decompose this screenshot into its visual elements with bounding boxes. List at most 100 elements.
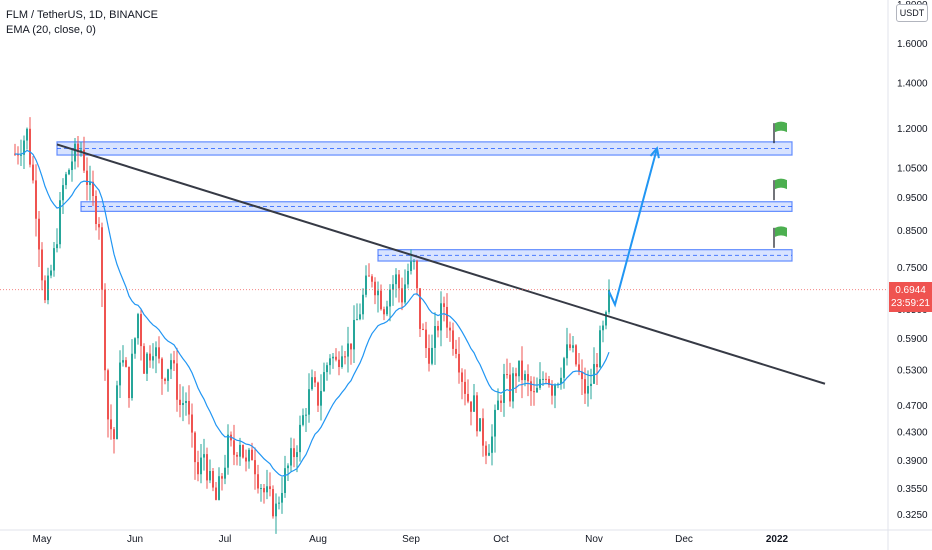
candle[interactable] bbox=[443, 296, 445, 322]
candle[interactable] bbox=[269, 472, 271, 497]
candle[interactable] bbox=[368, 263, 370, 277]
candle[interactable] bbox=[149, 345, 151, 368]
candle[interactable] bbox=[410, 249, 412, 275]
candle[interactable] bbox=[20, 139, 22, 167]
candle[interactable] bbox=[119, 350, 121, 399]
candle[interactable] bbox=[473, 383, 475, 412]
candle[interactable] bbox=[257, 464, 259, 494]
symbol-title[interactable]: FLM / TetherUS, 1D, BINANCE bbox=[6, 9, 159, 21]
candle[interactable] bbox=[131, 339, 133, 401]
candle[interactable] bbox=[170, 353, 172, 380]
candle[interactable] bbox=[491, 424, 493, 466]
candle[interactable] bbox=[437, 320, 439, 338]
candle[interactable] bbox=[98, 217, 100, 240]
candle[interactable] bbox=[17, 146, 19, 165]
candle[interactable] bbox=[35, 164, 37, 237]
candle[interactable] bbox=[158, 336, 160, 364]
candle[interactable] bbox=[41, 242, 43, 291]
candle[interactable] bbox=[194, 431, 196, 480]
candle[interactable] bbox=[224, 454, 226, 485]
candle[interactable] bbox=[515, 367, 517, 394]
candle[interactable] bbox=[482, 408, 484, 457]
candle[interactable] bbox=[338, 351, 340, 376]
currency-badge[interactable]: USDT bbox=[896, 4, 928, 22]
candle[interactable] bbox=[428, 334, 430, 372]
candle[interactable] bbox=[128, 366, 130, 408]
candle[interactable] bbox=[332, 352, 334, 369]
candle[interactable] bbox=[335, 348, 337, 362]
candle[interactable] bbox=[518, 360, 520, 382]
candle[interactable] bbox=[530, 376, 532, 406]
candle[interactable] bbox=[92, 170, 94, 207]
candle[interactable] bbox=[374, 277, 376, 305]
candle[interactable] bbox=[464, 369, 466, 406]
candle[interactable] bbox=[347, 326, 349, 373]
candle[interactable] bbox=[227, 424, 229, 475]
flag-icon[interactable] bbox=[773, 178, 787, 201]
candle[interactable] bbox=[74, 137, 76, 170]
indicator-title[interactable]: EMA (20, close, 0) bbox=[6, 24, 96, 36]
candle[interactable] bbox=[254, 447, 256, 490]
candle[interactable] bbox=[548, 376, 550, 388]
candle[interactable] bbox=[458, 337, 460, 384]
candle[interactable] bbox=[206, 447, 208, 489]
candle[interactable] bbox=[260, 483, 262, 502]
candle[interactable] bbox=[602, 320, 604, 343]
candle[interactable] bbox=[407, 263, 409, 289]
candle[interactable] bbox=[167, 368, 169, 392]
candle[interactable] bbox=[341, 345, 343, 369]
candle[interactable] bbox=[161, 357, 163, 395]
candle[interactable] bbox=[572, 335, 574, 353]
candle[interactable] bbox=[56, 228, 58, 253]
candle[interactable] bbox=[350, 343, 352, 365]
candle[interactable] bbox=[326, 362, 328, 381]
candle[interactable] bbox=[89, 165, 91, 201]
candle[interactable] bbox=[107, 368, 109, 438]
candle[interactable] bbox=[440, 291, 442, 347]
candle[interactable] bbox=[200, 444, 202, 484]
candle[interactable] bbox=[314, 371, 316, 388]
candle[interactable] bbox=[218, 467, 220, 501]
candle[interactable] bbox=[185, 392, 187, 416]
candle[interactable] bbox=[197, 450, 199, 482]
candle[interactable] bbox=[380, 284, 382, 311]
candle[interactable] bbox=[212, 468, 214, 492]
candle[interactable] bbox=[83, 136, 85, 174]
candle[interactable] bbox=[134, 337, 136, 359]
candle[interactable] bbox=[179, 384, 181, 418]
candle[interactable] bbox=[386, 300, 388, 317]
candle[interactable] bbox=[569, 333, 571, 351]
candle[interactable] bbox=[263, 483, 265, 504]
candle[interactable] bbox=[155, 341, 157, 374]
candle[interactable] bbox=[434, 312, 436, 365]
candle[interactable] bbox=[101, 222, 103, 308]
candle[interactable] bbox=[476, 392, 478, 437]
candle[interactable] bbox=[230, 431, 232, 447]
candle[interactable] bbox=[461, 368, 463, 400]
candle[interactable] bbox=[242, 444, 244, 459]
candle[interactable] bbox=[50, 264, 52, 279]
flag-icon[interactable] bbox=[773, 226, 787, 248]
candle[interactable] bbox=[221, 472, 223, 491]
candle[interactable] bbox=[122, 345, 124, 367]
candle[interactable] bbox=[344, 350, 346, 365]
candle[interactable] bbox=[539, 362, 541, 390]
candle[interactable] bbox=[545, 372, 547, 384]
candle[interactable] bbox=[293, 438, 295, 468]
candle[interactable] bbox=[152, 343, 154, 369]
candle[interactable] bbox=[311, 369, 313, 391]
candle[interactable] bbox=[287, 463, 289, 482]
trendline[interactable] bbox=[56, 143, 826, 385]
candle[interactable] bbox=[521, 346, 523, 399]
candle[interactable] bbox=[566, 327, 568, 366]
candle[interactable] bbox=[281, 477, 283, 514]
candle[interactable] bbox=[596, 352, 598, 385]
candle[interactable] bbox=[581, 359, 583, 396]
candle[interactable] bbox=[605, 310, 607, 330]
candle[interactable] bbox=[359, 303, 361, 321]
candle[interactable] bbox=[494, 404, 496, 453]
candle[interactable] bbox=[383, 306, 385, 321]
candle[interactable] bbox=[422, 323, 424, 331]
candle[interactable] bbox=[392, 275, 394, 306]
